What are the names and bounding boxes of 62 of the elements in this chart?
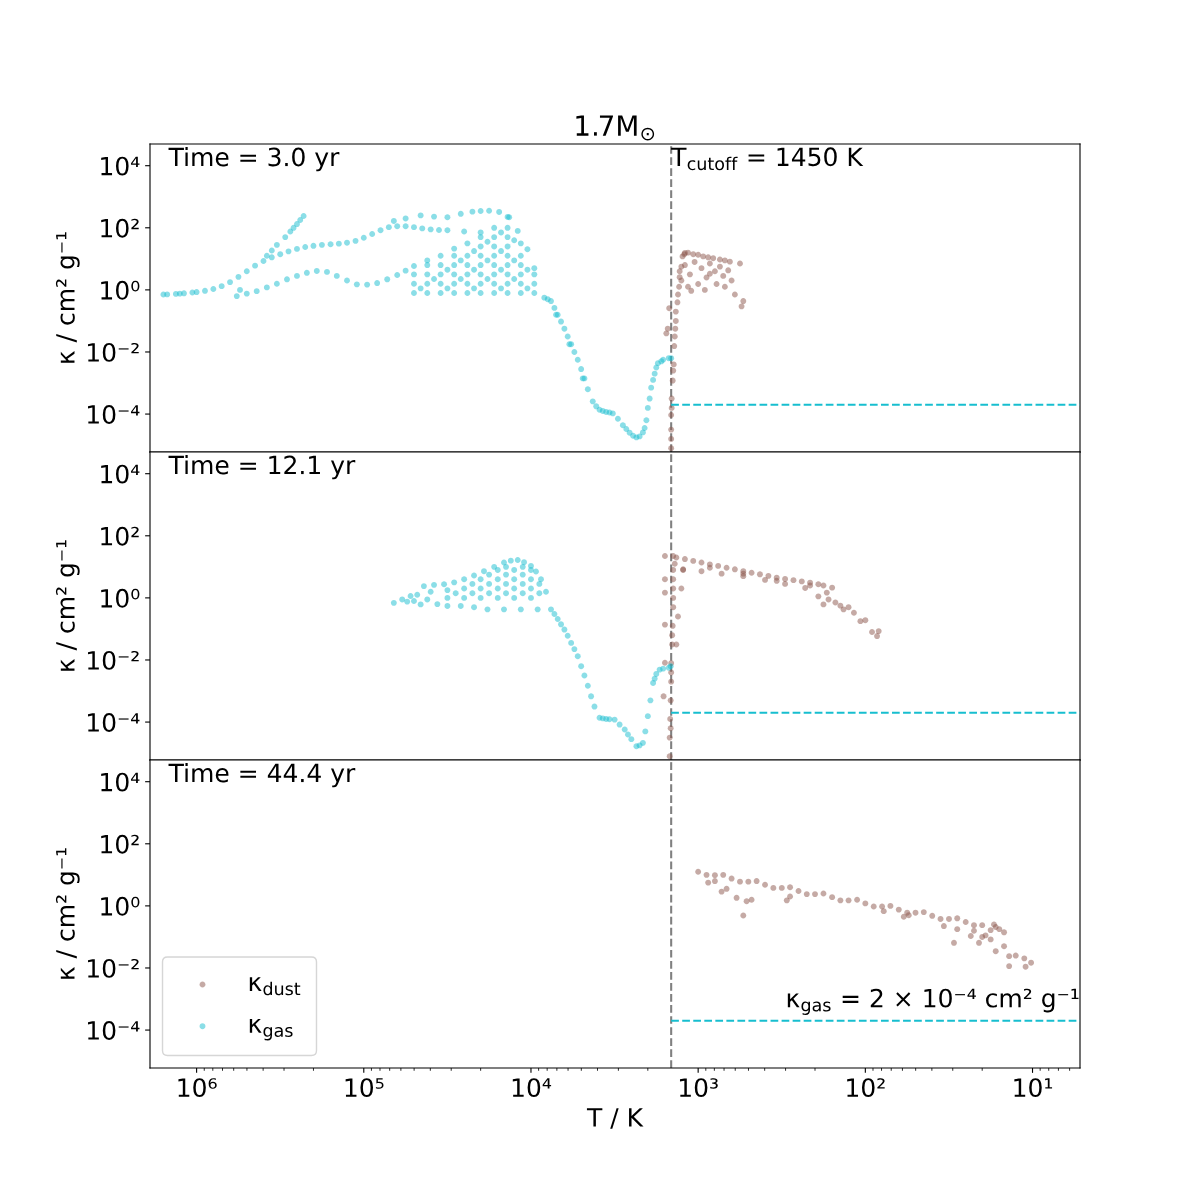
point: [668, 445, 675, 452]
y-tick-label: 10⁻⁴: [87, 405, 140, 424]
y-tick-label: 10⁰: [101, 896, 140, 916]
point: [691, 259, 698, 265]
point: [664, 325, 671, 332]
y-tick-label: 10⁰: [101, 588, 140, 608]
y-tick-label: 10⁻²: [87, 958, 139, 978]
y-tick-label: 10²: [101, 526, 139, 546]
point: [672, 325, 679, 332]
x-tick-label: 10⁵: [345, 1078, 384, 1098]
point: [670, 367, 677, 374]
x-tick-label: 10²: [847, 1078, 885, 1098]
point: [671, 343, 678, 350]
point: [675, 291, 681, 298]
y-tick-label: 10⁴: [101, 464, 140, 484]
point: [668, 436, 675, 442]
chart-title: 1.7M$_{⊙}$: [576, 115, 655, 141]
annotation: Time = 44.4 yr: [168, 763, 356, 788]
point: [671, 333, 678, 340]
legend-label: κ$_{gas}$: [249, 1019, 293, 1041]
point: [686, 271, 693, 278]
point: [672, 317, 679, 324]
point: [668, 412, 675, 418]
y-tick-label: 10⁻²: [87, 650, 139, 670]
point: [666, 305, 673, 312]
annotation: Time = 12.1 yr: [168, 455, 356, 480]
point: [705, 254, 712, 261]
point: [688, 287, 695, 294]
point: [676, 283, 683, 290]
ref-line-label: T$_{cutoff}$ = 1450 K: [671, 147, 864, 171]
y-tick-label: 10⁴: [101, 772, 140, 792]
point: [690, 251, 697, 258]
y-tick-label: 10⁻⁴: [87, 713, 140, 732]
x-tick-label: 10⁴: [512, 1078, 552, 1098]
annotation: Time = 3.0 yr: [168, 147, 340, 172]
y-axis-title: κ / cm² g⁻¹: [55, 540, 80, 671]
point: [685, 249, 691, 256]
y-axis-title: κ / cm² g⁻¹: [55, 848, 80, 979]
point: [695, 281, 702, 287]
y-tick-label: 10²: [101, 218, 139, 238]
y-tick-label: 10⁻⁴: [87, 1021, 140, 1040]
point: [670, 361, 677, 368]
point: [698, 265, 705, 272]
point: [668, 426, 675, 433]
point: [706, 260, 713, 267]
point: [672, 308, 679, 315]
y-tick-label: 10⁰: [101, 280, 140, 300]
y-tick-label: 10⁴: [101, 156, 140, 176]
y-tick-label: 10⁻²: [87, 342, 139, 362]
annotation: κ$_{gas}$ = 2 × 10⁻⁴ cm² g⁻¹: [787, 988, 1079, 1015]
point: [701, 286, 708, 293]
x-axis-title: T / K: [586, 1108, 644, 1129]
point: [676, 268, 683, 275]
point: [706, 270, 713, 277]
y-axis-title: κ / cm² g⁻¹: [55, 232, 80, 363]
legend-label: κ$_{dust}$: [249, 977, 301, 996]
x-tick-label: 10¹: [1014, 1078, 1053, 1098]
point: [685, 283, 691, 290]
x-tick-label: 10³: [679, 1078, 718, 1098]
y-tick-label: 10²: [101, 834, 139, 854]
x-tick-label: 10⁶: [178, 1078, 217, 1098]
point: [695, 251, 702, 258]
